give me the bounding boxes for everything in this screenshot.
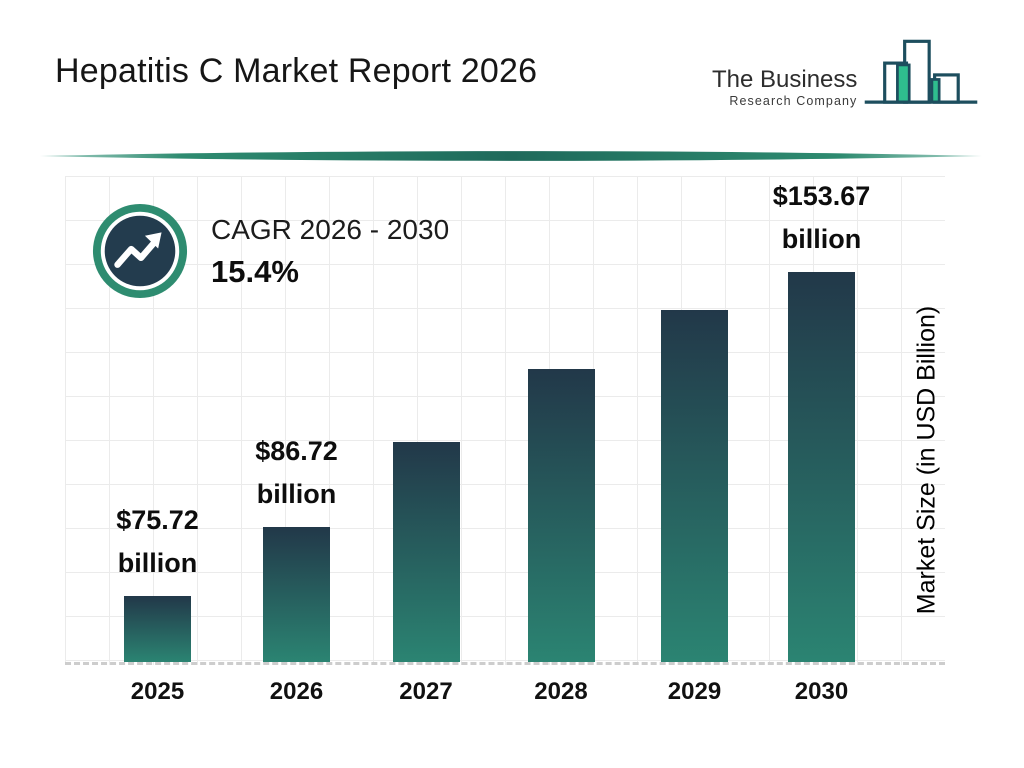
bar-chart-logo-icon: [865, 39, 978, 104]
page-title: Hepatitis C Market Report 2026: [55, 52, 538, 90]
x-axis: 2025 2026 2027 2028 2029 2030: [0, 678, 1024, 712]
trending-up-icon: [92, 203, 188, 299]
bar-2030: [788, 272, 855, 662]
x-tick-2030: 2030: [794, 678, 849, 705]
logo-text-primary: The Business: [712, 65, 858, 93]
x-tick-2028: 2028: [534, 678, 588, 705]
logo-text: The Business Research Company: [712, 67, 857, 112]
value-label-2025: $75.72 billion: [48, 499, 268, 586]
bar-2029: [661, 310, 728, 662]
company-logo: The Business Research Company: [712, 36, 980, 112]
x-tick-2025: 2025: [130, 678, 185, 705]
y-axis-title: Market Size (in USD Billion): [912, 305, 941, 615]
bar-2025: [124, 596, 191, 662]
bar-2027: [392, 442, 460, 662]
value-label-line: billion: [256, 479, 337, 510]
value-label-line: billion: [117, 548, 198, 579]
value-label-2026: $86.72 billion: [187, 430, 407, 517]
x-tick-2027: 2027: [399, 678, 453, 705]
value-label-line: $75.72: [116, 504, 199, 535]
bar-2028: [527, 369, 595, 662]
value-label-line: $153.67: [772, 180, 871, 211]
cagr-value: 15.4%: [211, 254, 299, 289]
divider-line: [40, 151, 982, 161]
logo-text-secondary: Research Company: [729, 94, 858, 108]
x-tick-2026: 2026: [269, 678, 324, 705]
value-label-line: billion: [781, 224, 862, 255]
header: Hepatitis C Market Report 2026 The Busin…: [0, 0, 1024, 145]
cagr-badge: CAGR 2026 - 2030 15.4%: [91, 202, 449, 300]
value-label-line: $86.72: [255, 435, 338, 466]
cagr-text: CAGR 2026 - 2030 15.4%: [211, 212, 449, 290]
bar-2026: [263, 527, 330, 662]
value-label-2030: $153.67 billion: [712, 175, 932, 262]
chart-area: CAGR 2026 - 2030 15.4% $75.72 billion $86.…: [65, 176, 945, 665]
cagr-label: CAGR 2026 - 2030: [211, 214, 450, 245]
x-tick-2029: 2029: [667, 678, 722, 705]
